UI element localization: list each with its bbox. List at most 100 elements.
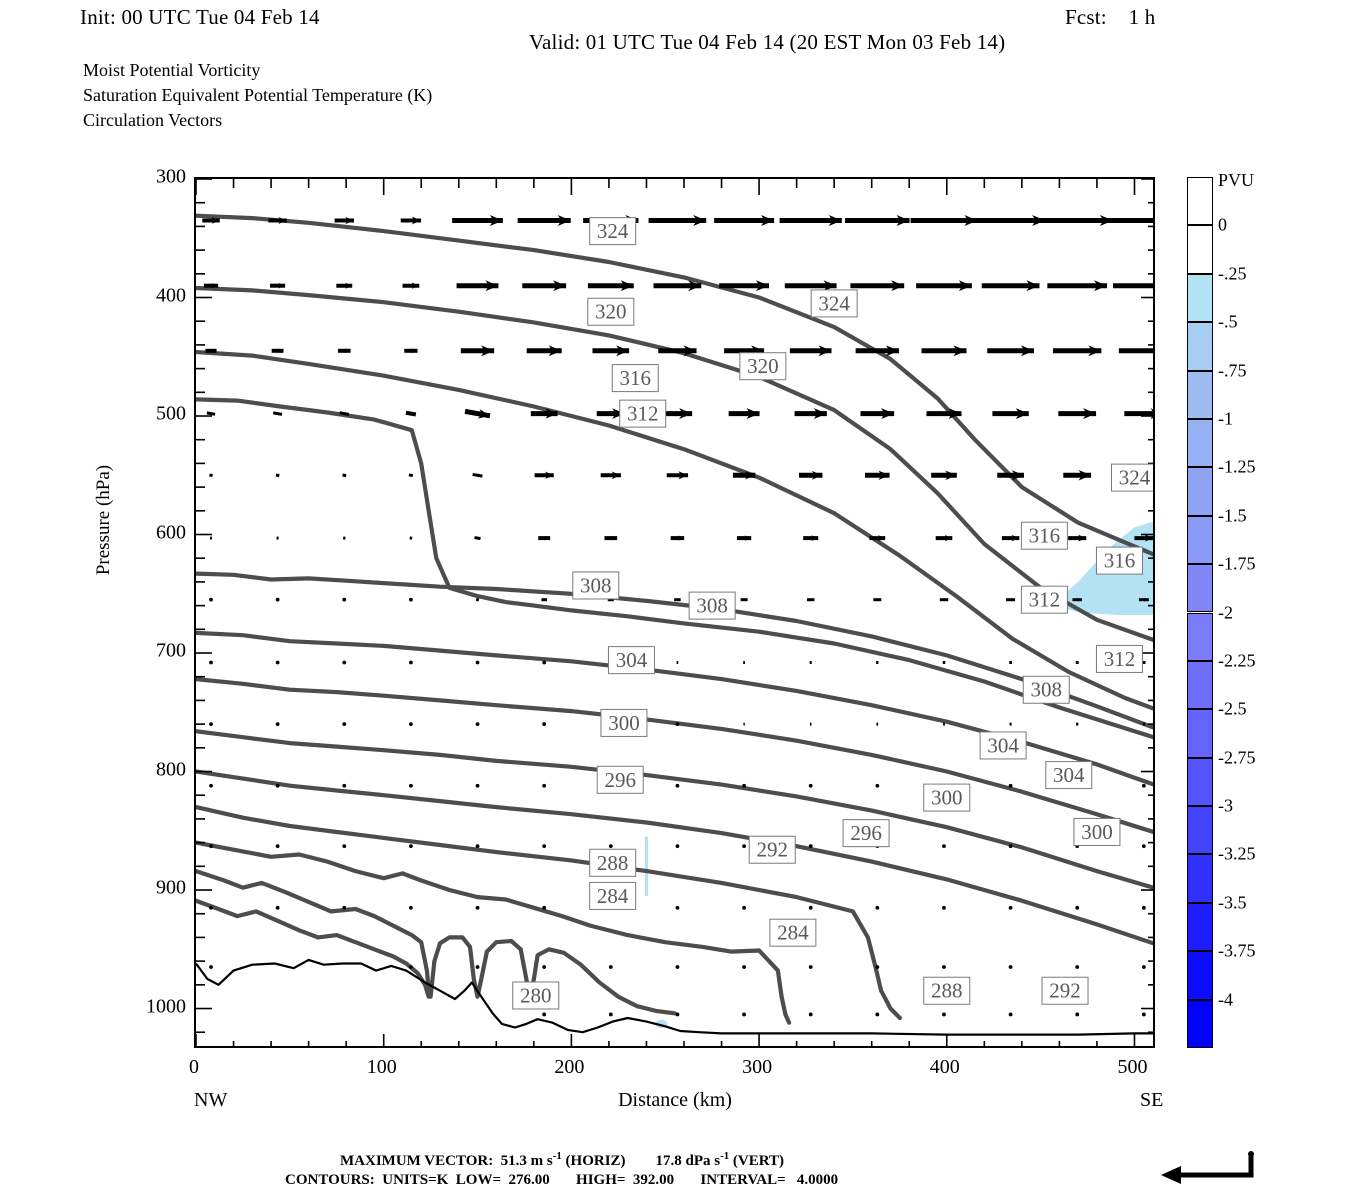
contour-label-text: 300	[931, 786, 963, 810]
vector-arrow	[409, 783, 413, 788]
contour-canvas: 324 320 316 312 324 320 324 316 316 308 308 312 312 3…	[196, 179, 1153, 1046]
y-tick-400: 400	[156, 284, 186, 306]
vector-arrow	[910, 215, 978, 226]
x-tick-400: 400	[929, 1056, 960, 1078]
y-tick-700: 700	[156, 639, 186, 662]
contour-label-box	[1095, 546, 1143, 575]
x-tick-0: 0	[189, 1056, 199, 1078]
vector-arrow	[670, 535, 685, 541]
contour-label-text: 304	[987, 733, 1019, 757]
vector-arrow	[976, 215, 1046, 226]
x-tick-500: 500	[1117, 1056, 1148, 1078]
contour-label-box	[512, 981, 560, 1010]
vector-arrow	[855, 345, 899, 357]
contour-label-box	[1020, 521, 1068, 550]
contour-label-text: 308	[1031, 678, 1063, 702]
vector-arrow	[408, 473, 414, 478]
vector-arrow	[209, 722, 213, 727]
vector-arrow	[209, 783, 213, 788]
vector-arrow	[342, 473, 347, 478]
contour-label-text: 304	[616, 648, 648, 672]
vector-arrow	[876, 661, 879, 664]
contour-label-text: 284	[597, 884, 629, 908]
vector-arrow	[742, 783, 746, 788]
contour-label-box	[748, 835, 796, 864]
contour-label-text: 324	[1119, 466, 1151, 490]
vector-arrow	[272, 411, 283, 416]
vector-arrow	[1075, 661, 1079, 664]
vector-arrow	[209, 473, 213, 478]
vector-arrow	[1075, 905, 1080, 910]
contour-label-box	[810, 289, 858, 318]
y-tick-600: 600	[156, 521, 186, 543]
vector-arrow	[209, 597, 213, 602]
colorbar-label-12: -3	[1218, 795, 1233, 816]
vector-arrow	[276, 536, 279, 540]
vector-arrow	[921, 345, 967, 357]
vector-arrow	[542, 722, 547, 727]
colorbar-label-4: -1	[1218, 408, 1233, 429]
vector-arrow	[542, 660, 547, 665]
max-vector-exp-vert: -1	[720, 1150, 730, 1162]
contour-label-text: 308	[696, 594, 728, 618]
vector-arrow	[342, 722, 347, 727]
axis-ticks	[196, 179, 1153, 1046]
vector-arrow	[608, 844, 613, 849]
max-vector-prefix: MAXIMUM VECTOR: 51.3 m s	[340, 1153, 553, 1169]
vector-arrow	[942, 1012, 946, 1017]
footer-block: MAXIMUM VECTOR: 51.3 m s-1 (HORIZ) 17.8 …	[0, 1150, 1350, 1200]
vector-arrow	[675, 1012, 680, 1017]
y-tick-500: 500	[156, 402, 186, 425]
vector-arrow	[202, 217, 220, 224]
vector-arrow	[1001, 534, 1020, 542]
vector-arrow	[604, 535, 618, 541]
plot-area: 324 320 316 312 324 320 324 316 316 308 308 312 312 3…	[194, 177, 1155, 1048]
vector-arrow	[1141, 783, 1146, 788]
vector-arrow	[542, 905, 547, 910]
vector-arrow	[587, 280, 634, 292]
header-block: Init: 00 UTC Tue 04 Feb 14 Fcst: 1 h Val…	[0, 0, 1350, 140]
vector-arrow	[608, 965, 613, 969]
x-axis-endpoint-se: SE	[1140, 1089, 1164, 1111]
vector-arrow	[666, 471, 689, 480]
vector-arrow	[402, 282, 420, 289]
vector-arrow	[845, 215, 910, 226]
colorbar-cell-9	[1187, 612, 1213, 661]
vector-arrow	[1009, 722, 1012, 726]
vector-arrow	[675, 965, 680, 969]
vector-arrow	[742, 965, 746, 969]
colorbar-label-7: -1.75	[1218, 553, 1256, 574]
vector-arrow	[409, 722, 413, 727]
vector-arrow	[270, 282, 286, 289]
contour-label-text: 296	[604, 768, 636, 792]
vector-arrow	[404, 348, 418, 354]
colorbar-label-15: -3.75	[1218, 940, 1256, 961]
contour-label-text: 300	[1081, 820, 1113, 844]
vector-arrow	[943, 722, 945, 726]
vector-arrow	[742, 844, 746, 849]
x-tick-200: 200	[554, 1056, 585, 1078]
contour-line	[196, 805, 902, 1021]
vector-arrow	[1063, 470, 1092, 481]
vector-arrow	[409, 660, 413, 665]
vector-arrow	[460, 345, 495, 357]
colorbar-cell-1	[1187, 225, 1213, 274]
vector-arrow	[1075, 965, 1080, 969]
vector-arrow	[865, 470, 890, 480]
contour-label-text: 288	[597, 851, 629, 875]
vector-arrow	[1058, 408, 1097, 420]
vector-arrow	[342, 660, 347, 665]
colorbar-label-5: -1.25	[1218, 456, 1256, 477]
vector-arrow	[1008, 844, 1013, 849]
vector-arrow	[275, 783, 280, 788]
vector-arrow	[209, 965, 213, 969]
contour-label-text: 304	[1053, 763, 1085, 787]
vector-arrow	[1006, 598, 1016, 602]
vector-arrow	[338, 348, 351, 354]
x-axis-title: Distance (km)	[618, 1089, 732, 1111]
contour-label-text: 300	[608, 711, 640, 735]
vector-arrow	[522, 280, 567, 292]
contour-label-box	[1073, 817, 1121, 846]
vector-arrow	[997, 470, 1024, 481]
contour-label-text: 280	[520, 983, 552, 1007]
